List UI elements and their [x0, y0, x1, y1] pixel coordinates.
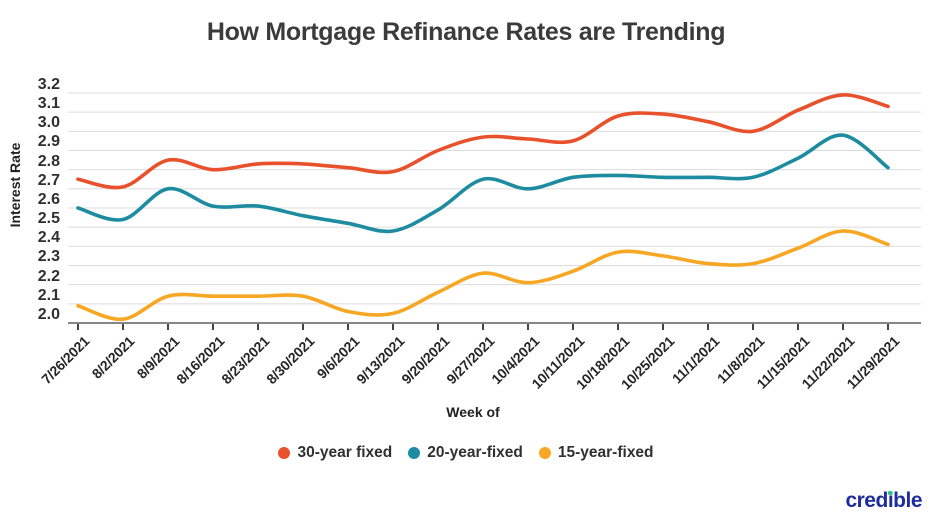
y-tick-label: 3.1 — [37, 95, 60, 113]
y-tick-label: 2.5 — [37, 210, 60, 228]
y-axis-title: Interest Rate — [7, 142, 23, 228]
y-tick-label: 3.0 — [37, 114, 60, 132]
logo-text: ble — [893, 489, 922, 512]
series-line-20-year-fixed — [76, 133, 890, 234]
y-tick-label: 3.2 — [37, 75, 60, 93]
legend-dot-30-year — [278, 447, 291, 459]
legend-dot-20-year — [408, 447, 421, 459]
series-line-30-year-fixed — [76, 93, 890, 190]
legend-item-20-year: 20-year-fixed — [408, 444, 523, 462]
chart-canvas — [68, 92, 921, 330]
legend-item-30-year: 30-year fixed — [278, 444, 392, 462]
y-tick-label: 2.9 — [37, 133, 60, 151]
logo-text: cred — [845, 489, 888, 512]
legend: 30-year fixed 20-year-fixed 15-year-fixe… — [0, 444, 932, 462]
y-tick-label: 2.6 — [37, 190, 60, 208]
y-tick-label: 2.0 — [37, 306, 60, 323]
y-tick-label: 2.2 — [37, 267, 60, 285]
legend-item-15-year: 15-year-fixed — [538, 444, 654, 462]
chart-title: How Mortgage Refinance Rates are Trendin… — [206, 18, 726, 46]
legend-label-20-year: 20-year-fixed — [427, 444, 523, 461]
logo-i: ı — [887, 489, 894, 512]
logo-i-dot — [888, 490, 893, 495]
y-tick-label: 2.8 — [37, 152, 60, 170]
credible-logo: credı ble — [845, 489, 922, 513]
y-tick-label: 2.4 — [37, 229, 60, 247]
legend-label-15-year: 15-year-fixed — [557, 444, 654, 461]
y-tick-label: 2.1 — [37, 286, 60, 304]
y-tick-label: 2.3 — [37, 248, 60, 266]
legend-label-30-year: 30-year fixed — [297, 444, 393, 461]
series-line-15-year-fixed — [76, 229, 890, 322]
legend-dot-15-year — [538, 447, 551, 459]
x-axis-title: Week of — [446, 404, 500, 420]
y-tick-label: 2.7 — [37, 171, 60, 189]
